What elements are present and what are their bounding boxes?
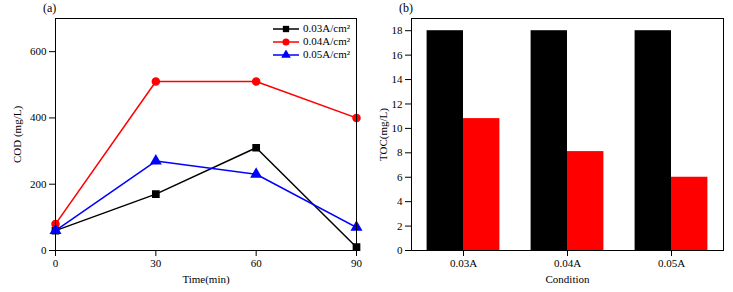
svg-text:4: 4 [397,195,403,207]
svg-text:8: 8 [397,146,403,158]
svg-text:600: 600 [30,45,47,57]
svg-text:6: 6 [397,171,403,183]
svg-text:30: 30 [150,257,162,269]
svg-text:18: 18 [392,24,404,36]
html-text:0.03A/cm²: 0.03A/cm² [303,22,350,34]
svg-text:16: 16 [392,49,404,61]
svg-text:Time(min): Time(min) [182,273,230,286]
svg-text:14: 14 [392,73,404,85]
svg-text:90: 90 [351,257,363,269]
svg-text:0: 0 [41,244,47,256]
svg-text:10: 10 [392,122,404,134]
svg-text:COD (mg/L): COD (mg/L) [11,106,24,163]
html-text:(b): (b) [399,1,413,15]
html-text:0.04A/cm²: 0.04A/cm² [303,35,350,47]
svg-text:0: 0 [53,257,59,269]
html-text:0.05A/cm²: 0.05A/cm² [303,48,350,60]
svg-text:0: 0 [397,244,403,256]
svg-text:0.03A: 0.03A [450,257,477,269]
html-text:(a): (a) [43,1,57,15]
svg-text:60: 60 [251,257,263,269]
svg-text:0.04A: 0.04A [554,257,581,269]
svg-text:12: 12 [392,97,403,109]
svg-text:TOC(mg/L): TOC(mg/L) [377,108,390,161]
svg-text:0.05A: 0.05A [658,257,685,269]
svg-text:Condition: Condition [545,273,590,285]
svg-text:2: 2 [397,220,403,232]
svg-text:400: 400 [30,111,47,123]
svg-text:200: 200 [30,178,47,190]
